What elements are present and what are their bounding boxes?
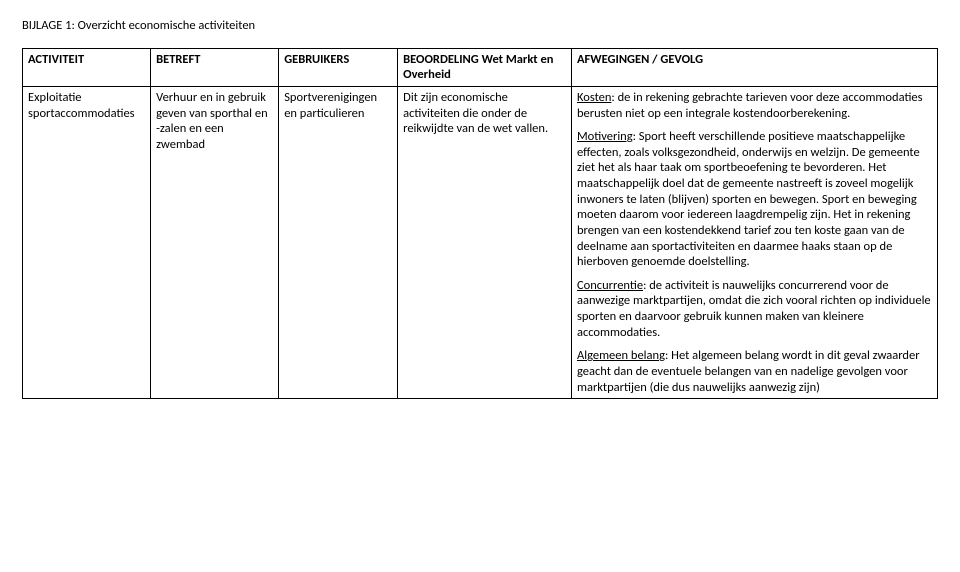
col-afwegingen: AFWEGINGEN / GEVOLG — [571, 48, 937, 86]
cell-gebruikers: Sportverenigingen en particulieren — [279, 86, 398, 398]
kosten-label: Kosten — [577, 90, 611, 105]
col-gebruikers: GEBRUIKERS — [279, 48, 398, 86]
page-title: BIJLAGE 1: Overzicht economische activit… — [22, 18, 938, 34]
col-activiteit: ACTIVITEIT — [23, 48, 151, 86]
motivering-label: Motivering — [577, 129, 633, 144]
cell-betreft: Verhuur en in gebruik geven van sporthal… — [151, 86, 279, 398]
cell-activiteit: Exploitatie sportaccommodaties — [23, 86, 151, 398]
kosten-text: : de in rekening gebrachte tarieven voor… — [577, 90, 923, 121]
motivering-text: : Sport heeft verschillende positieve ma… — [577, 129, 920, 269]
cell-beoordeling: Dit zijn economische activiteiten die on… — [398, 86, 572, 398]
col-beoordeling: BEOORDELING Wet Markt en Overheid — [398, 48, 572, 86]
table-header-row: ACTIVITEIT BETREFT GEBRUIKERS BEOORDELIN… — [23, 48, 938, 86]
col-betreft: BETREFT — [151, 48, 279, 86]
table-row: Exploitatie sportaccommodaties Verhuur e… — [23, 86, 938, 398]
concurrentie-label: Concurrentie — [577, 278, 643, 293]
activities-table: ACTIVITEIT BETREFT GEBRUIKERS BEOORDELIN… — [22, 48, 938, 400]
cell-afwegingen: Kosten: de in rekening gebrachte tarieve… — [571, 86, 937, 398]
algemeen-belang-label: Algemeen belang — [577, 348, 665, 363]
